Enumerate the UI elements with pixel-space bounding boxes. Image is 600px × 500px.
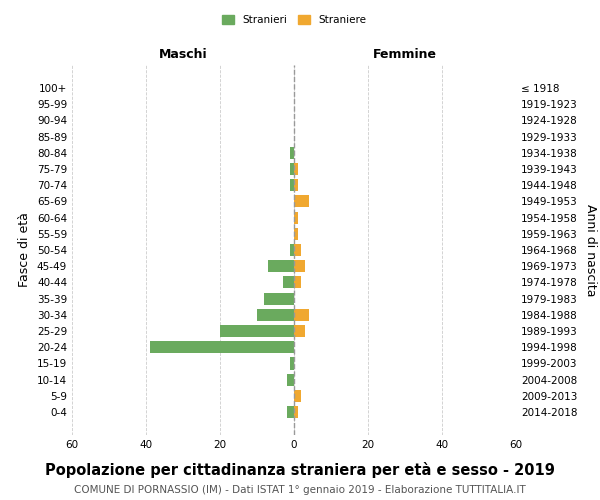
Bar	[290, 163, 294, 175]
Y-axis label: Fasce di età: Fasce di età	[19, 212, 31, 288]
Bar	[294, 179, 298, 191]
Bar	[283, 276, 294, 288]
Y-axis label: Anni di nascita: Anni di nascita	[584, 204, 597, 296]
Bar	[290, 244, 294, 256]
Bar	[265, 292, 294, 304]
Bar	[294, 196, 309, 207]
Bar	[220, 325, 294, 337]
Bar	[290, 179, 294, 191]
Text: Maschi: Maschi	[158, 48, 208, 62]
Legend: Stranieri, Straniere: Stranieri, Straniere	[217, 11, 371, 30]
Bar	[294, 390, 301, 402]
Bar	[294, 309, 309, 321]
Bar	[294, 325, 305, 337]
Bar	[287, 374, 294, 386]
Text: Popolazione per cittadinanza straniera per età e sesso - 2019: Popolazione per cittadinanza straniera p…	[45, 462, 555, 478]
Bar	[150, 341, 294, 353]
Bar	[294, 406, 298, 418]
Bar	[294, 260, 305, 272]
Text: Femmine: Femmine	[373, 48, 437, 62]
Bar	[294, 276, 301, 288]
Bar	[287, 406, 294, 418]
Bar	[294, 163, 298, 175]
Bar	[290, 358, 294, 370]
Bar	[268, 260, 294, 272]
Bar	[290, 146, 294, 159]
Text: COMUNE DI PORNASSIO (IM) - Dati ISTAT 1° gennaio 2019 - Elaborazione TUTTITALIA.: COMUNE DI PORNASSIO (IM) - Dati ISTAT 1°…	[74, 485, 526, 495]
Bar	[294, 244, 301, 256]
Bar	[294, 212, 298, 224]
Bar	[294, 228, 298, 240]
Bar	[257, 309, 294, 321]
